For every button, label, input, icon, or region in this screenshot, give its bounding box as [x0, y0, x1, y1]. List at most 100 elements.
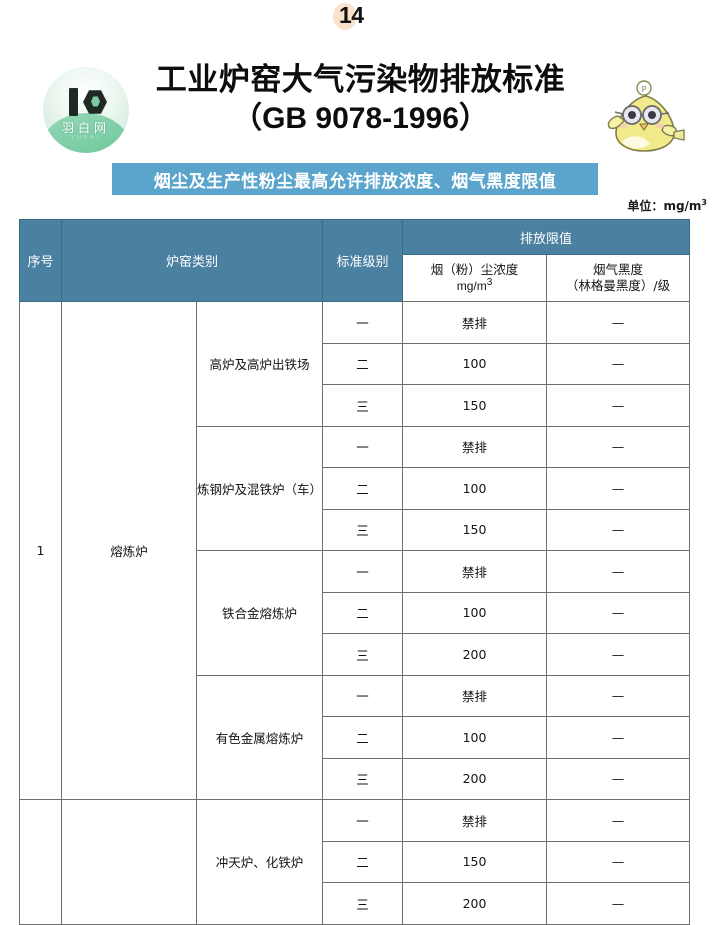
cell-smoke-blackness-limit: — — [546, 716, 691, 759]
section-banner-text: 烟尘及生产性粉尘最高允许排放浓度、烟气黑度限值 — [153, 171, 557, 192]
table-body: 1 熔炼炉 高炉及高炉出铁场一禁排 — 二 100— 三 150— 炼钢炉及混铁炉（车）一禁排 —… — [19, 301, 691, 925]
cell-smoke-blackness-limit: — — [546, 508, 691, 551]
dust-unit-text: mg/m — [456, 279, 487, 294]
table-row: 三 200— — [20, 757, 691, 800]
cell-dust-concentration-limit: 100 — [402, 342, 548, 385]
cell-dust-concentration-limit: 禁排 — [402, 301, 548, 344]
cell-standard-level: 一 — [322, 301, 404, 344]
cell-dust-concentration-limit: 200 — [402, 757, 548, 800]
cell-standard-level: 三 — [322, 508, 404, 551]
col-header-smoke-blackness-line1: 烟气黑度 — [593, 262, 644, 278]
cell-dust-concentration-limit: 150 — [402, 384, 548, 427]
page-number-area: 14 — [0, 0, 721, 36]
cell-kiln-subtype: 炼钢炉及混铁炉（车） — [195, 425, 324, 551]
logo-brand-cn: 羽白网 — [61, 121, 110, 135]
cell-smoke-blackness-limit: — — [546, 550, 691, 593]
cell-dust-concentration-limit: 禁排 — [402, 425, 548, 468]
col-header-seq: 序号 — [19, 219, 62, 302]
page-number: 14 — [339, 2, 364, 28]
table-row: 有色金属熔炼炉一禁排 — — [20, 674, 691, 800]
cell-kiln-category: 熔炼炉 — [61, 301, 197, 800]
section-banner: 烟尘及生产性粉尘最高允许排放浓度、烟气黑度限值 — [112, 163, 598, 195]
unit-note-label: 单位： — [627, 199, 664, 213]
cell-dust-concentration-limit: 150 — [402, 840, 548, 883]
title-block: 工业炉窑大气污染物排放标准 （GB 9078-1996） — [138, 62, 583, 137]
cell-smoke-blackness-limit: — — [546, 301, 691, 344]
cell-kiln-subtype: 有色金属熔炼炉 — [195, 674, 324, 800]
col-header-smoke-blackness: 烟气黑度 （林格曼黑度）/级 — [546, 254, 691, 302]
cell-standard-level: 三 — [322, 384, 404, 427]
dust-unit-superscript: 3 — [486, 277, 493, 289]
cell-kiln-category — [61, 799, 197, 925]
cell-standard-level: 三 — [322, 757, 404, 800]
table-row: 三 150— — [20, 384, 691, 427]
cell-standard-level: 二 — [322, 342, 404, 385]
yellow-chick-mascot: P — [600, 70, 692, 162]
table-row: 二 150— — [20, 840, 691, 883]
col-header-emission-limits: 排放限值 — [402, 219, 691, 255]
cell-smoke-blackness-limit: — — [546, 467, 691, 510]
cell-dust-concentration-limit: 200 — [402, 633, 548, 676]
yubai-watermark-logo: 羽白网 YUBAI — [43, 67, 129, 153]
cell-standard-level: 一 — [322, 799, 404, 842]
table-row: 炼钢炉及混铁炉（车）一禁排 — — [20, 425, 691, 551]
cell-standard-level: 一 — [322, 674, 404, 717]
table-head: 序号 炉窑类别 标准级别 排放限值 烟（粉）尘浓度 mg/m3 烟气黑度 （林格… — [19, 219, 691, 302]
unit-note-superscript: 3 — [701, 198, 707, 207]
cell-smoke-blackness-limit: — — [546, 840, 691, 883]
cell-standard-level: 一 — [322, 550, 404, 593]
cell-standard-level: 二 — [322, 467, 404, 510]
table-row: 1 熔炼炉 高炉及高炉出铁场一禁排 — — [19, 301, 691, 800]
emission-limits-table: 序号 炉窑类别 标准级别 排放限值 烟（粉）尘浓度 mg/m3 烟气黑度 （林格… — [19, 219, 691, 925]
cell-smoke-blackness-limit: — — [546, 342, 691, 385]
table-row: 二 100— — [20, 342, 691, 385]
cell-dust-concentration-limit: 禁排 — [402, 799, 548, 842]
cell-smoke-blackness-limit: — — [546, 799, 691, 842]
cell-standard-level: 一 — [322, 425, 404, 468]
cell-standard-level: 二 — [322, 716, 404, 759]
cell-dust-concentration-limit: 禁排 — [402, 550, 548, 593]
cell-smoke-blackness-limit: — — [546, 591, 691, 634]
unit-note-value: mg/m — [663, 199, 702, 213]
table-row: 铁合金熔炼炉一禁排 — — [20, 550, 691, 676]
table-row: 三 200— — [20, 633, 691, 676]
col-header-dust-concentration-line1: 烟（粉）尘浓度 — [430, 261, 519, 277]
logo-bar-mark — [69, 88, 78, 116]
cell-dust-concentration-limit: 100 — [402, 716, 548, 759]
cell-smoke-blackness-limit: — — [546, 882, 691, 925]
table-header-row-2: 烟（粉）尘浓度 mg/m3 烟气黑度 （林格曼黑度）/级 — [20, 254, 691, 302]
svg-text:P: P — [642, 85, 647, 94]
page-subtitle-standard-code: （GB 9078-1996） — [232, 101, 489, 135]
cell-sequence-number — [19, 799, 62, 925]
col-header-kiln-type: 炉窑类别 — [60, 219, 324, 302]
cell-standard-level: 二 — [322, 591, 404, 634]
cell-dust-concentration-limit: 100 — [402, 591, 548, 634]
col-header-dust-concentration-line2: mg/m3 — [403, 277, 546, 294]
table-row: 冲天炉、化铁炉一禁排 — — [19, 799, 691, 925]
cell-dust-concentration-limit: 150 — [402, 508, 548, 551]
cell-smoke-blackness-limit: — — [546, 425, 691, 468]
cell-standard-level: 二 — [322, 840, 404, 883]
cell-standard-level: 三 — [322, 633, 404, 676]
page-title: 工业炉窑大气污染物排放标准 — [155, 62, 566, 98]
cell-dust-concentration-limit: 200 — [402, 882, 548, 925]
hexagon-inner-icon — [91, 96, 100, 107]
cell-standard-level: 三 — [322, 882, 404, 925]
table-row: 二 100— — [20, 716, 691, 759]
document-header: 羽白网 YUBAI 工业炉窑大气污染物排放标准 （GB 9078-1996） P — [0, 58, 721, 158]
cell-kiln-subtype: 冲天炉、化铁炉 — [195, 799, 324, 925]
cell-dust-concentration-limit: 禁排 — [402, 674, 548, 717]
cell-kiln-subtype: 铁合金熔炼炉 — [195, 550, 324, 676]
cell-sequence-number: 1 — [19, 301, 62, 800]
cell-smoke-blackness-limit: — — [546, 384, 691, 427]
col-header-dust-concentration: 烟（粉）尘浓度 mg/m3 — [402, 254, 548, 302]
cell-smoke-blackness-limit: — — [546, 757, 691, 800]
table-header-row-1: 序号 炉窑类别 标准级别 排放限值 — [19, 219, 691, 302]
emission-limits-table-wrap: 序号 炉窑类别 标准级别 排放限值 烟（粉）尘浓度 mg/m3 烟气黑度 （林格… — [19, 219, 691, 925]
unit-note: 单位：mg/m3 — [627, 197, 707, 214]
col-header-smoke-blackness-line2: （林格曼黑度）/级 — [565, 278, 671, 293]
logo-brand-en: YUBAI — [70, 135, 101, 141]
col-header-standard-level: 标准级别 — [322, 219, 404, 302]
page-number-highlight-blob — [333, 3, 357, 30]
cell-smoke-blackness-limit: — — [546, 633, 691, 676]
